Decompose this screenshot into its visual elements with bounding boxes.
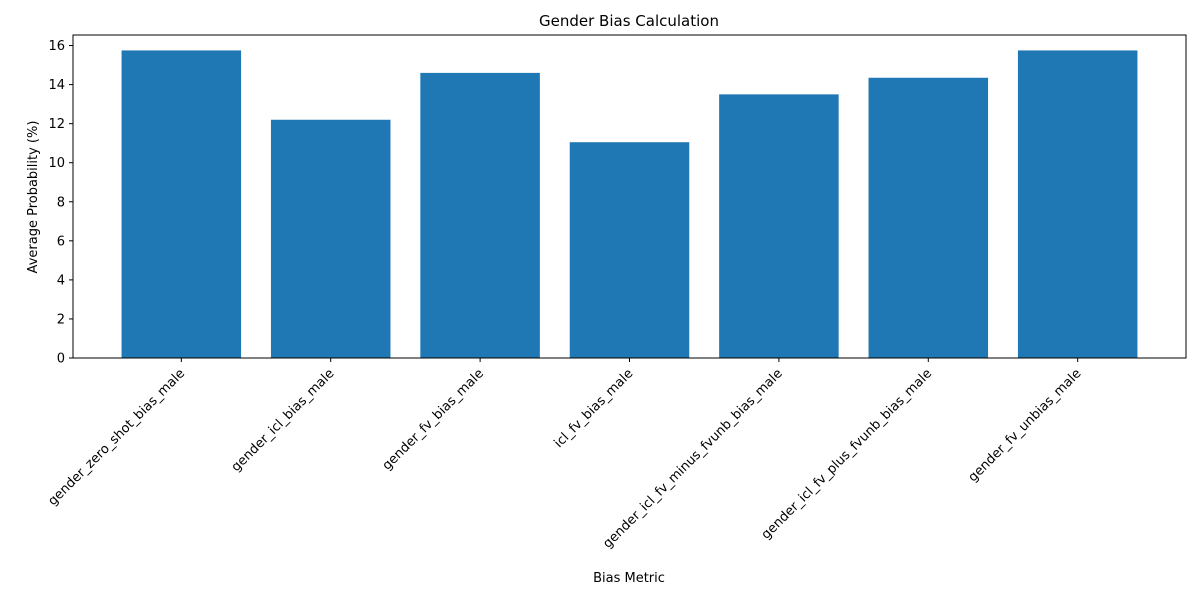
y-tick-label: 14 — [48, 78, 65, 93]
x-tick-label: gender_icl_fv_plus_fvunb_bias_male — [759, 366, 935, 542]
bar-gender_fv_bias_male — [420, 72, 540, 358]
y-axis: 0 2 4 6 8 10 12 14 16 — [48, 39, 73, 367]
y-axis-label: Average Probability (%) — [26, 121, 41, 274]
y-tick-label: 6 — [57, 234, 65, 249]
x-axis: gender_zero_shot_bias_male gender_icl_bia… — [45, 358, 1085, 552]
bars-group — [121, 50, 1138, 359]
y-tick-label: 8 — [57, 195, 65, 210]
y-tick-label: 2 — [57, 312, 65, 327]
x-tick-label: gender_fv_unbias_male — [966, 366, 1085, 485]
y-tick-label: 10 — [48, 156, 65, 171]
bar-icl_fv_bias_male — [569, 142, 690, 358]
bar-gender_icl_fv_minus_fvunb_bias_male — [719, 94, 839, 358]
plot-frame — [72, 34, 1187, 359]
bar-gender_fv_unbias_male — [1017, 50, 1138, 358]
x-tick-label: gender_icl_bias_male — [229, 366, 338, 475]
y-tick-label: 16 — [48, 39, 65, 54]
x-tick-label: gender_icl_fv_minus_fvunb_bias_male — [600, 366, 785, 551]
y-tick-label: 12 — [48, 117, 65, 132]
x-tick-label: gender_fv_bias_male — [380, 366, 487, 473]
bar-gender_zero_shot_bias_male — [121, 50, 242, 358]
y-tick-label: 4 — [57, 273, 65, 288]
bar-gender_icl_bias_male — [270, 119, 391, 358]
chart-title: Gender Bias Calculation — [539, 12, 719, 30]
y-tick-label: 0 — [57, 352, 65, 367]
x-tick-label: icl_fv_bias_male — [551, 366, 636, 451]
bar-gender_icl_fv_plus_fvunb_bias_male — [868, 77, 989, 359]
x-tick-label: gender_zero_shot_bias_male — [45, 366, 188, 509]
x-axis-label: Bias Metric — [593, 571, 665, 586]
